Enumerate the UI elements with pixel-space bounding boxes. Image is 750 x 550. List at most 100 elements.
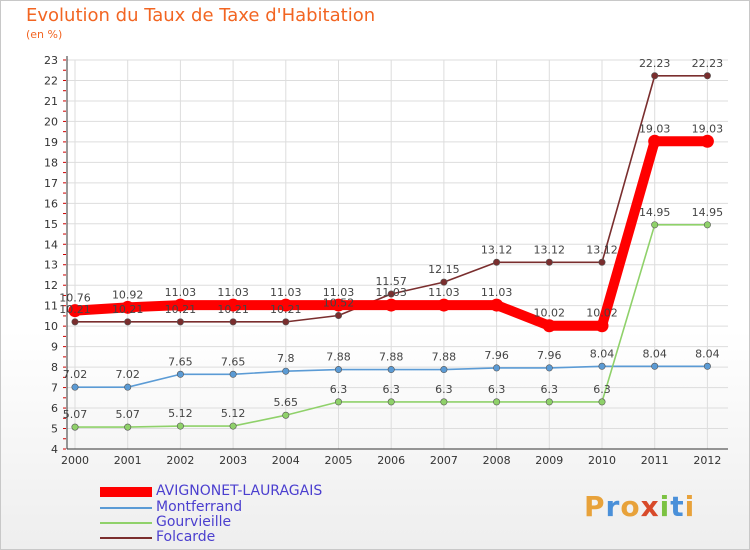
data-label: 6.3 — [488, 383, 506, 396]
data-point — [651, 221, 659, 229]
data-label: 11.03 — [323, 286, 355, 299]
data-label: 7.8 — [277, 352, 295, 365]
y-tick-label: 16 — [44, 197, 58, 210]
data-label: 11.57 — [375, 275, 407, 288]
data-point — [648, 134, 662, 148]
data-point — [545, 398, 553, 406]
data-point — [598, 258, 606, 266]
data-label: 13.12 — [481, 243, 513, 256]
data-label: 5.12 — [168, 407, 193, 420]
data-label: 7.96 — [484, 349, 509, 362]
y-tick-label: 9 — [51, 341, 58, 354]
data-label: 7.88 — [379, 351, 404, 364]
y-tick-label: 19 — [44, 136, 58, 149]
data-label: 10.02 — [534, 307, 566, 320]
x-tick-label: 2009 — [535, 454, 563, 467]
data-label: 10.21 — [165, 303, 197, 316]
chart-subtitle: (en %) — [26, 28, 63, 41]
data-point — [493, 258, 501, 266]
data-label: 5.07 — [115, 408, 140, 421]
data-label: 6.3 — [541, 383, 559, 396]
logo-letter: P — [584, 490, 606, 523]
data-point — [440, 366, 448, 374]
data-point — [387, 366, 395, 374]
data-point — [71, 423, 79, 431]
data-point — [124, 318, 132, 326]
data-label: 13.12 — [534, 243, 566, 256]
data-point — [282, 318, 290, 326]
y-tick-label: 12 — [44, 279, 58, 292]
data-point — [68, 304, 82, 318]
data-point — [282, 367, 290, 375]
x-tick-label: 2010 — [588, 454, 616, 467]
data-label: 5.12 — [221, 407, 246, 420]
legend-label-gourvieille: Gourvieille — [156, 514, 232, 530]
logo-letter: r — [605, 490, 621, 523]
data-label: 11.03 — [270, 286, 302, 299]
data-label: 7.96 — [537, 349, 562, 362]
data-point — [493, 398, 501, 406]
data-point — [334, 366, 342, 374]
data-label: 8.04 — [590, 347, 615, 360]
data-label: 10.21 — [217, 303, 249, 316]
legend-swatch-gourvieille — [100, 522, 152, 524]
data-label: 8.04 — [642, 347, 667, 360]
data-label: 11.03 — [165, 286, 197, 299]
legend-swatch-folcarde — [100, 537, 152, 539]
data-label: 7.02 — [63, 368, 88, 381]
data-label: 7.65 — [221, 355, 246, 368]
y-tick-label: 15 — [44, 218, 58, 231]
data-point — [703, 221, 711, 229]
data-point — [332, 298, 345, 312]
data-label: 11.03 — [428, 286, 460, 299]
data-point — [490, 298, 504, 312]
data-label: 10.02 — [586, 307, 618, 320]
logo-letter: t — [670, 490, 685, 523]
data-point — [437, 298, 451, 312]
y-tick-label: 5 — [51, 423, 58, 436]
data-label: 14.95 — [692, 206, 724, 219]
data-label: 7.02 — [115, 368, 140, 381]
data-point — [124, 383, 132, 391]
data-point — [124, 423, 132, 431]
data-point — [229, 422, 237, 430]
data-point — [703, 72, 711, 80]
data-label: 6.3 — [593, 383, 611, 396]
data-point — [387, 290, 395, 298]
data-point — [173, 298, 187, 312]
data-label: 12.15 — [428, 263, 460, 276]
data-point — [545, 364, 553, 372]
data-point — [279, 298, 293, 312]
legend-label-avignonet: AVIGNONET-LAURAGAIS — [156, 483, 323, 499]
data-point — [598, 362, 606, 370]
data-point — [384, 298, 398, 312]
y-tick-label: 7 — [51, 382, 58, 395]
logo-letter: i — [659, 490, 671, 523]
y-tick-label: 6 — [51, 402, 58, 415]
legend-label-montferrand: Montferrand — [156, 499, 243, 515]
data-point — [651, 362, 659, 370]
data-label: 5.07 — [63, 408, 88, 421]
data-point — [121, 300, 135, 314]
data-label: 6.3 — [382, 383, 400, 396]
data-point — [651, 72, 659, 80]
x-tick-label: 2006 — [377, 454, 405, 467]
x-tick-label: 2004 — [272, 454, 300, 467]
data-point — [176, 318, 184, 326]
legend-label-folcarde: Folcarde — [156, 529, 216, 545]
logo-letter: i — [684, 490, 696, 523]
data-label: 19.03 — [692, 122, 724, 135]
x-tick-label: 2011 — [641, 454, 669, 467]
data-label: 7.65 — [168, 355, 193, 368]
data-label: 11.03 — [375, 286, 407, 299]
data-point — [595, 319, 609, 333]
y-tick-label: 10 — [44, 320, 58, 333]
data-label: 10.21 — [59, 303, 91, 316]
y-tick-label: 14 — [44, 238, 58, 251]
data-label: 13.12 — [586, 243, 618, 256]
legend-swatch-montferrand — [100, 507, 152, 509]
data-label: 22.23 — [692, 57, 724, 70]
logo-letter: x — [640, 490, 660, 523]
